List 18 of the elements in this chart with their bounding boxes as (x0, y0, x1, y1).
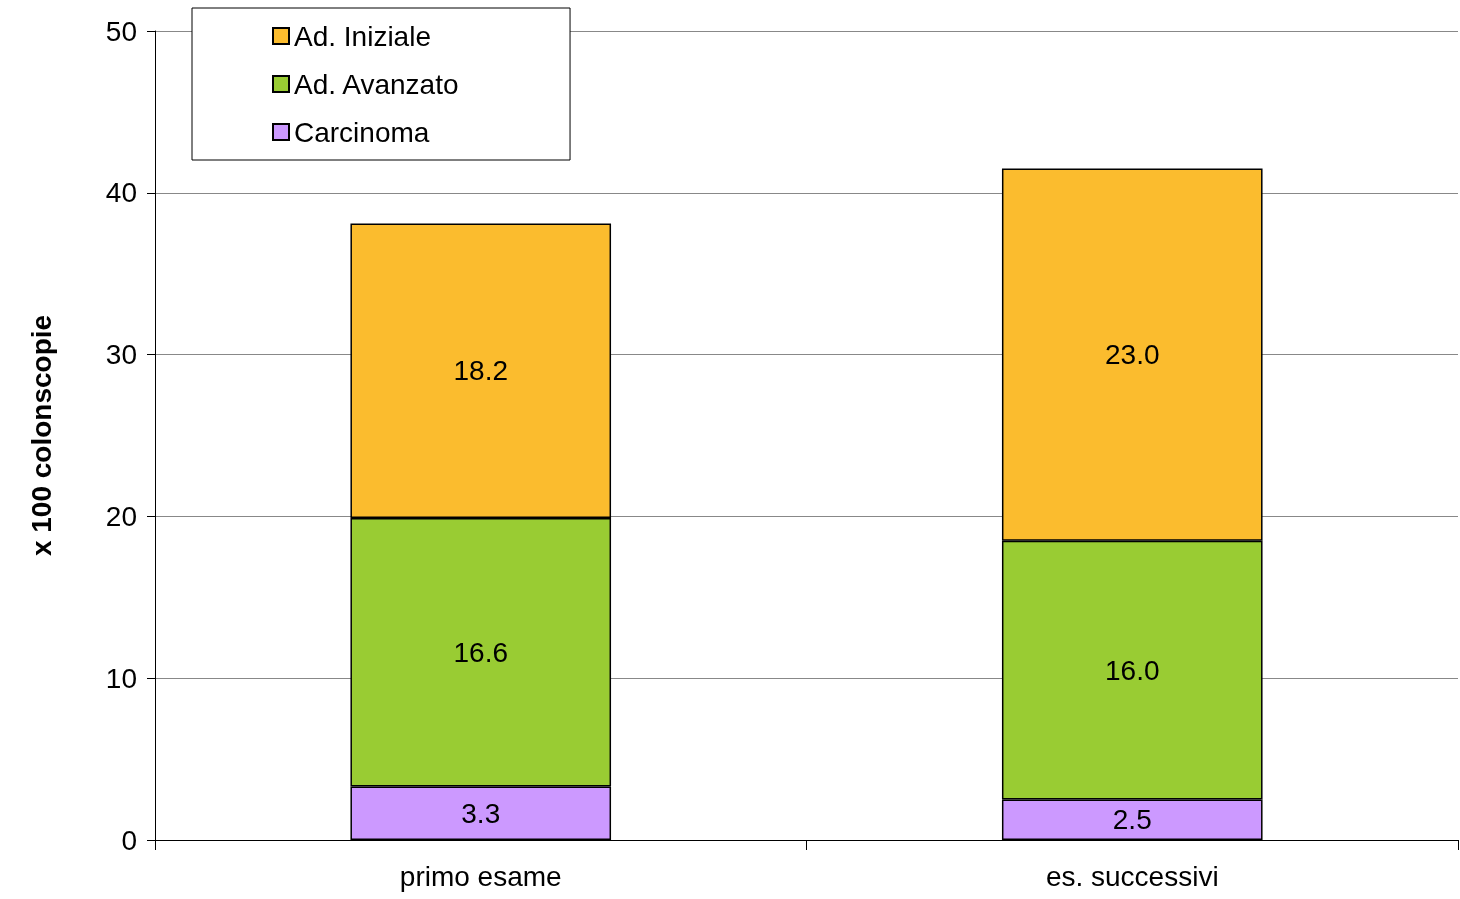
data-label: 3.3 (461, 797, 501, 829)
y-tick-label: 20 (105, 500, 137, 532)
y-tick-label: 50 (105, 15, 137, 47)
legend-label: Ad. Iniziale (294, 20, 431, 52)
y-tick-label: 10 (105, 662, 137, 694)
data-label: 16.6 (453, 636, 508, 668)
data-label: 18.2 (453, 355, 508, 387)
legend-label: Carcinoma (294, 116, 430, 148)
legend-label: Ad. Avanzato (294, 68, 459, 100)
y-tick-label: 0 (121, 824, 137, 856)
x-tick-label: es. successivi (1045, 860, 1219, 892)
data-label: 2.5 (1112, 804, 1152, 836)
y-tick-label: 30 (105, 339, 137, 371)
y-tick-label: 40 (105, 177, 137, 209)
data-label: 23.0 (1105, 339, 1160, 371)
y-axis-title: x 100 colonscopie (25, 314, 57, 557)
x-tick-label: primo esame (399, 860, 562, 892)
data-label: 16.0 (1105, 654, 1160, 686)
